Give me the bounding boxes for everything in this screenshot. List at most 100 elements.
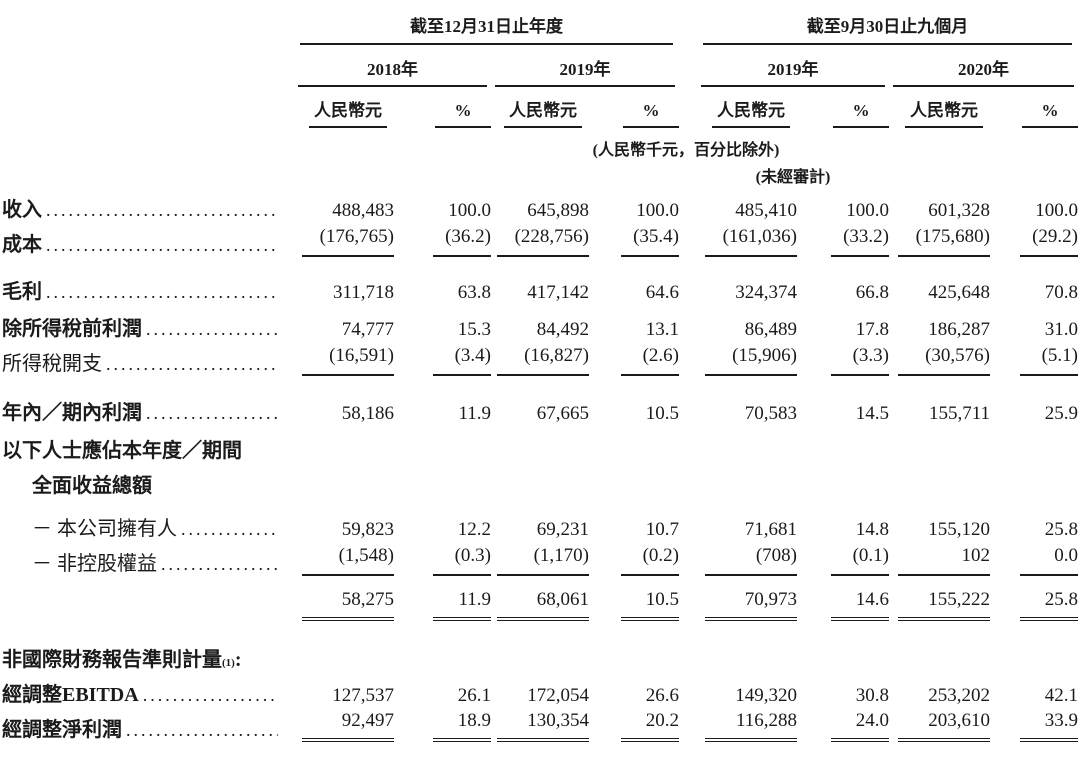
- percent-value: 10.7: [645, 519, 679, 540]
- amount-value: 130,354: [497, 710, 589, 742]
- column-gap: [679, 87, 697, 128]
- period-group-header-row: 截至12月31日止年度 截至9月30日止九個月: [2, 4, 1078, 45]
- percent-value: 25.8: [1044, 519, 1078, 540]
- dot-leader: ........................................…: [146, 319, 278, 339]
- row-label-text: 收入: [2, 199, 42, 221]
- percent-value: 13.1: [645, 319, 679, 340]
- amount-value: 324,374: [735, 282, 797, 303]
- group-title-nine-months: 截至9月30日止九個月: [703, 12, 1072, 45]
- value-cell: (228,756): [491, 222, 589, 257]
- table-row: 以下人士應佔本年度／期間: [2, 428, 1078, 463]
- amount-value: 69,231: [536, 519, 589, 540]
- percent-value: 25.9: [1044, 403, 1078, 424]
- amount-value: 149,320: [735, 685, 797, 706]
- amount-value: (708): [705, 545, 797, 576]
- value-cell: 100.0: [589, 187, 679, 222]
- value-cell: (176,765): [294, 222, 394, 257]
- dot-leader: ........................................…: [161, 554, 278, 574]
- spacer-cell: [2, 257, 1078, 269]
- unit-label: %: [833, 101, 889, 128]
- value-cell: [697, 428, 797, 463]
- column-gap: [679, 222, 697, 257]
- value-cell: [394, 463, 491, 498]
- table-row: 除所得稅前利潤.................................…: [2, 306, 1078, 341]
- amount-value: (161,036): [705, 226, 797, 257]
- amount-value: (16,827): [497, 345, 589, 376]
- unaudited-note-row: (未經審計): [2, 160, 1078, 187]
- income-statement-table: 截至12月31日止年度 截至9月30日止九個月 2018年 2019年 2019…: [2, 4, 1078, 742]
- row-label-cell: 非國際財務報告準則計量 (1):: [2, 637, 294, 672]
- value-cell: [797, 637, 889, 672]
- value-cell: [797, 428, 889, 463]
- value-cell: 20.2: [589, 707, 679, 742]
- amount-value: (15,906): [705, 345, 797, 376]
- row-label-text: 經調整EBITDA: [2, 684, 139, 706]
- row-label: 經調整EBITDA...............................…: [2, 678, 294, 707]
- value-cell: 18.9: [394, 707, 491, 742]
- unit-header-row: 人民幣元 % 人民幣元 % 人民幣元 % 人民幣元 %: [2, 87, 1078, 128]
- row-label-cell: 經調整淨利潤..................................…: [2, 707, 294, 742]
- row-label-cell: － 本公司擁有人................................…: [2, 506, 294, 541]
- amount-value: 155,711: [928, 403, 990, 424]
- dot-leader: ........................................…: [106, 354, 278, 374]
- value-cell: 26.1: [394, 672, 491, 707]
- column-gap: [679, 707, 697, 742]
- year-header-9m-2020: 2020年: [889, 45, 1078, 87]
- value-cell: [294, 637, 394, 672]
- row-label-cell: 年內／期內利潤.................................…: [2, 390, 294, 425]
- amount-value: 186,287: [928, 319, 990, 340]
- value-cell: 172,054: [491, 672, 589, 707]
- dot-leader: ........................................…: [46, 235, 278, 255]
- value-cell: (33.2): [797, 222, 889, 257]
- percent-value: 15.3: [457, 319, 491, 340]
- column-gap: [679, 463, 697, 498]
- value-cell: 64.6: [589, 269, 679, 304]
- amount-value: 253,202: [928, 685, 990, 706]
- value-cell: [294, 463, 394, 498]
- value-cell: 0.0: [990, 541, 1078, 576]
- amount-value: 645,898: [527, 200, 589, 221]
- dot-leader: ........................................…: [146, 403, 278, 423]
- value-cell: 100.0: [990, 187, 1078, 222]
- row-label-cell: 以下人士應佔本年度／期間: [2, 428, 294, 463]
- units-note-row: (人民幣千元，百分比除外): [2, 128, 1078, 160]
- value-cell: 86,489: [697, 306, 797, 341]
- percent-value: 11.9: [458, 403, 491, 424]
- value-cell: [294, 428, 394, 463]
- percent-value: (36.2): [433, 226, 491, 257]
- percent-value: 66.8: [855, 282, 889, 303]
- table-row: 毛利......................................…: [2, 269, 1078, 304]
- column-gap: [679, 341, 697, 376]
- value-cell: [990, 637, 1078, 672]
- percent-value: 26.6: [645, 685, 679, 706]
- percent-value: 18.9: [433, 710, 491, 742]
- value-cell: 67,665: [491, 390, 589, 425]
- value-cell: 25.8: [990, 586, 1078, 621]
- table-row: 年內／期內利潤.................................…: [2, 390, 1078, 425]
- value-cell: 14.6: [797, 586, 889, 621]
- percent-value: (3.3): [831, 345, 889, 376]
- value-cell: 186,287: [889, 306, 990, 341]
- value-cell: 14.5: [797, 390, 889, 425]
- value-cell: 69,231: [491, 506, 589, 541]
- row-label: 成本......................................…: [2, 228, 294, 257]
- row-label: 經調整淨利潤..................................…: [2, 713, 294, 742]
- value-cell: 12.2: [394, 506, 491, 541]
- value-cell: [491, 463, 589, 498]
- value-cell: [889, 463, 990, 498]
- amount-value: (1,548): [302, 545, 394, 576]
- percent-value: 100.0: [636, 200, 679, 221]
- percent-value: 20.2: [621, 710, 679, 742]
- amount-value: 116,288: [705, 710, 797, 742]
- row-label-text: 以下人士應佔本年度／期間: [2, 440, 242, 462]
- year-label: 2020年: [893, 55, 1074, 87]
- amount-value: 172,054: [527, 685, 589, 706]
- amount-value: (175,680): [898, 226, 990, 257]
- value-cell: 100.0: [394, 187, 491, 222]
- amount-value: 155,222: [898, 589, 990, 621]
- row-label-text: － 本公司擁有人: [32, 518, 177, 540]
- value-cell: 68,061: [491, 586, 589, 621]
- amount-value: 425,648: [928, 282, 990, 303]
- percent-value: (33.2): [831, 226, 889, 257]
- unit-label: %: [1022, 101, 1078, 128]
